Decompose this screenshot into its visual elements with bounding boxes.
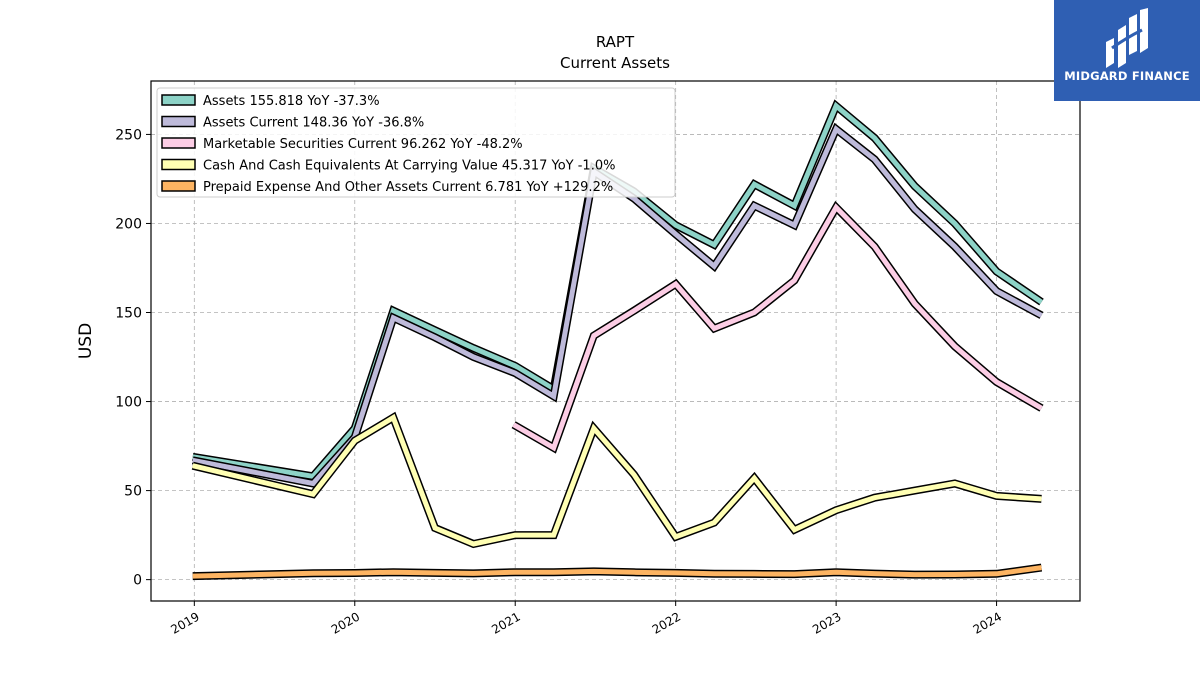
y-tick-label: 100: [115, 395, 142, 411]
legend-swatch: [161, 158, 196, 171]
midgard-finance-logo: MIDGARD FINANCE: [1054, 0, 1200, 101]
legend-swatch: [161, 180, 196, 192]
series-line-0: [192, 99, 1044, 481]
legend-items: Assets 155.818 YoY -37.3% Assets Current …: [161, 94, 615, 195]
x-tick-label: 2019: [168, 609, 201, 636]
legend-label: Cash And Cash Equivalents At Carrying Va…: [203, 159, 615, 174]
x-tick-label: 2020: [329, 609, 362, 636]
y-tick-label: 200: [115, 216, 142, 232]
y-tick-label: 50: [124, 484, 142, 500]
series-line-1: [191, 122, 1044, 488]
y-tick-label: 0: [133, 573, 142, 589]
x-tick-label: 2022: [650, 609, 683, 636]
series-stroke: [512, 203, 1043, 452]
legend-label: Prepaid Expense And Other Assets Current…: [203, 180, 613, 195]
legend-label: Marketable Securities Current 96.262 YoY…: [203, 137, 523, 152]
legend-label: Assets 155.818 YoY -37.3%: [203, 94, 380, 109]
chart-title: RAPT: [596, 33, 635, 51]
series-stroke: [192, 565, 1042, 579]
legend-swatch: [161, 94, 196, 106]
series-stroke: [192, 101, 1043, 479]
plot-frame: [150, 80, 1081, 602]
legend-swatch: [161, 115, 196, 128]
midgard-mark-icon: [1106, 8, 1148, 68]
y-tick-label: 150: [115, 306, 142, 322]
series-stroke: [192, 125, 1043, 487]
y-tick-label: 250: [115, 127, 142, 143]
series-line-2: [511, 200, 1044, 454]
legend-swatch: [161, 137, 196, 149]
x-tick-label: 2024: [971, 609, 1004, 636]
chart-subtitle: Current Assets: [560, 54, 670, 72]
series-lines: [191, 99, 1044, 581]
legend-box: [156, 87, 676, 198]
x-tick-label: 2021: [489, 609, 522, 636]
logo-text: MIDGARD FINANCE: [1064, 69, 1190, 83]
y-axis-label: USD: [76, 323, 96, 359]
legend: Assets 155.818 YoY -37.3% Assets Current …: [156, 87, 676, 198]
legend-label: Assets Current 148.36 YoY -36.8%: [203, 116, 424, 131]
x-tick-label: 2023: [810, 609, 843, 636]
series-outline: [511, 200, 1044, 454]
series-stroke: [192, 413, 1042, 547]
series-line-3: [191, 411, 1042, 549]
series-outline: [191, 411, 1042, 549]
series-line-4: [192, 563, 1043, 581]
